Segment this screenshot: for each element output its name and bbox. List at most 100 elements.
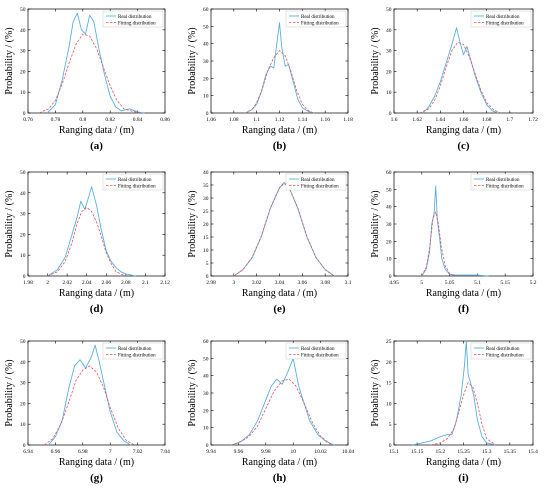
legend-label-real: Real distribution bbox=[301, 178, 335, 183]
x-tick-label: 9.94 bbox=[206, 449, 216, 455]
chart-panel-g: 6.94 6.96 6.98 7 7.02 7.04 0 10 20 30 40 50 Real dis… bbox=[4, 339, 170, 484]
y-tick-label: 40 bbox=[386, 28, 392, 34]
y-tick-label: 0 bbox=[206, 274, 209, 280]
x-tick-label: 7.04 bbox=[160, 449, 170, 455]
real-distribution-line bbox=[46, 12, 145, 114]
fitting-distribution-line bbox=[38, 33, 141, 114]
y-tick-label: 20 bbox=[203, 76, 209, 82]
x-axis-label: Ranging data / (m) bbox=[59, 288, 134, 299]
panel-caption: (b) bbox=[273, 140, 287, 152]
y-tick-label: 40 bbox=[20, 360, 26, 366]
legend-label-fit: Fitting distribution bbox=[118, 353, 156, 358]
y-axis-label: Probability / (%) bbox=[187, 359, 198, 426]
y-tick-label: 20 bbox=[20, 69, 26, 75]
y-tick-label: 50 bbox=[203, 356, 209, 362]
legend-box bbox=[102, 10, 164, 28]
x-tick-label: 2.08 bbox=[121, 280, 131, 286]
x-tick-label: 2.04 bbox=[82, 280, 92, 286]
legend-label-fit: Fitting distribution bbox=[486, 353, 524, 358]
x-tick-label: 15.15 bbox=[411, 449, 424, 455]
y-tick-label: 25 bbox=[203, 209, 209, 215]
y-tick-label: 15 bbox=[203, 235, 209, 241]
panel-caption: (h) bbox=[273, 472, 287, 484]
real-distribution-line bbox=[48, 344, 131, 446]
x-axis-label: Ranging data / (m) bbox=[426, 457, 501, 468]
panel-caption: (e) bbox=[273, 303, 286, 315]
legend-label-real: Real distribution bbox=[486, 347, 520, 352]
y-tick-label: 0 bbox=[389, 443, 392, 449]
legend-box bbox=[102, 173, 164, 191]
x-tick-label: 5.2 bbox=[530, 280, 537, 286]
fitting-distribution-line bbox=[419, 41, 501, 114]
panel-caption: (c) bbox=[457, 140, 470, 152]
y-axis-label: Probability / (%) bbox=[4, 190, 15, 257]
x-tick-label: 0.86 bbox=[160, 117, 170, 123]
x-tick-label: 2.06 bbox=[101, 280, 111, 286]
x-tick-label: 15.25 bbox=[457, 449, 470, 455]
legend-box bbox=[470, 10, 532, 28]
x-tick-label: 6.96 bbox=[51, 449, 61, 455]
panel-caption: (d) bbox=[90, 303, 104, 315]
y-tick-label: 5 bbox=[389, 422, 392, 428]
x-tick-label: 1.14 bbox=[298, 117, 308, 123]
x-tick-label: 3.02 bbox=[252, 280, 262, 286]
legend-label-real: Real distribution bbox=[118, 178, 152, 183]
legend-label-real: Real distribution bbox=[301, 15, 335, 20]
x-tick-label: 4.95 bbox=[389, 280, 399, 286]
chart-panel-h: 9.94 9.96 9.98 10 10.02 10.04 0 10 20 30 40 50 60 Rea… bbox=[187, 339, 354, 484]
legend-label-real: Real distribution bbox=[301, 347, 335, 352]
y-tick-label: 40 bbox=[203, 170, 209, 176]
fitting-distribution-line bbox=[44, 365, 136, 446]
x-tick-label: 7 bbox=[109, 449, 112, 455]
x-tick-label: 3.04 bbox=[275, 280, 285, 286]
legend-label-real: Real distribution bbox=[118, 347, 152, 352]
chart-panel-i: 15.1 15.15 15.2 15.25 15.3 15.35 15.4 0 5 10 15 20 2… bbox=[370, 339, 538, 484]
real-distribution-line bbox=[412, 340, 497, 446]
y-tick-label: 20 bbox=[386, 360, 392, 366]
legend-label-fit: Fitting distribution bbox=[301, 353, 339, 358]
y-tick-label: 0 bbox=[206, 443, 209, 449]
x-tick-label: 1.68 bbox=[482, 117, 492, 123]
x-tick-label: 0.84 bbox=[133, 117, 143, 123]
x-tick-label: 2.02 bbox=[62, 280, 72, 286]
legend-label-fit: Fitting distribution bbox=[486, 21, 524, 26]
y-tick-label: 30 bbox=[20, 212, 26, 218]
x-tick-label: 1.62 bbox=[412, 117, 422, 123]
x-tick-label: 5.1 bbox=[474, 280, 481, 286]
y-tick-label: 5 bbox=[206, 261, 209, 267]
x-tick-label: 15.35 bbox=[504, 449, 517, 455]
x-tick-label: 9.96 bbox=[234, 449, 244, 455]
x-tick-label: 0.8 bbox=[79, 117, 86, 123]
y-tick-label: 20 bbox=[386, 239, 392, 245]
y-tick-label: 50 bbox=[20, 339, 26, 345]
x-tick-label: 15.1 bbox=[389, 449, 399, 455]
x-tick-label: 1.7 bbox=[506, 117, 513, 123]
y-tick-label: 0 bbox=[206, 111, 209, 117]
x-tick-label: 10.04 bbox=[342, 449, 355, 455]
x-tick-label: 6.98 bbox=[78, 449, 88, 455]
fitting-distribution-line bbox=[47, 206, 127, 277]
x-tick-label: 0.78 bbox=[51, 117, 61, 123]
y-tick-label: 40 bbox=[20, 191, 26, 197]
y-tick-label: 25 bbox=[386, 339, 392, 345]
legend-label-fit: Fitting distribution bbox=[118, 184, 156, 189]
x-tick-label: 5 bbox=[420, 280, 423, 286]
y-tick-label: 50 bbox=[203, 24, 209, 30]
x-tick-label: 1.06 bbox=[206, 117, 216, 123]
panel-caption: (i) bbox=[458, 472, 469, 484]
y-tick-label: 50 bbox=[20, 170, 26, 176]
y-tick-label: 10 bbox=[20, 90, 26, 96]
y-tick-label: 0 bbox=[23, 111, 26, 117]
y-tick-label: 20 bbox=[203, 222, 209, 228]
x-tick-label: 1.08 bbox=[229, 117, 239, 123]
y-tick-label: 35 bbox=[203, 183, 209, 189]
x-tick-label: 5.05 bbox=[445, 280, 455, 286]
y-tick-label: 50 bbox=[20, 7, 26, 13]
x-tick-label: 1.16 bbox=[320, 117, 330, 123]
y-tick-label: 30 bbox=[203, 391, 209, 397]
